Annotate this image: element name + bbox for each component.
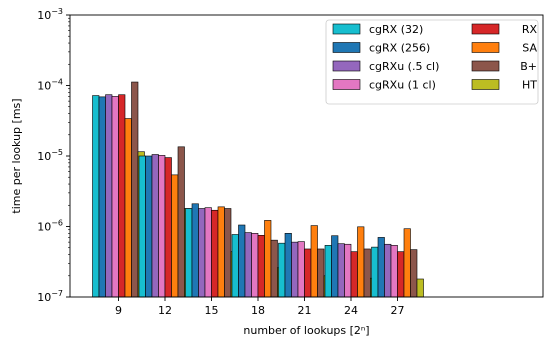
bars-group (92, 81, 424, 298)
bar-cgrx-32-15 (185, 208, 193, 298)
bar-cgrx-256-27 (377, 237, 385, 298)
bar-cgrxu-1-cl-9 (111, 96, 119, 298)
bar-cgrx-256-21 (284, 233, 292, 298)
legend-swatch-cgrxu-5-cl (332, 60, 361, 72)
x-tick-label: 27 (391, 304, 405, 317)
y-tick-label: 10−4 (37, 78, 63, 93)
bar-cgrxu-5-cl-27 (384, 243, 392, 298)
bar-cgrxu-5-cl-24 (337, 243, 345, 298)
legend-swatch-cgrx-256 (332, 42, 361, 53)
legend-label-cgrxu-5-cl: cgRXu (.5 cl) (369, 60, 439, 73)
bar-rx-12 (164, 157, 172, 298)
x-tick-label: 24 (344, 304, 358, 317)
x-tick-label: 21 (298, 304, 312, 317)
bar-rx-24 (350, 251, 358, 298)
legend-swatch-rx (471, 23, 500, 35)
bar-cgrxu-1-cl-12 (158, 155, 166, 298)
y-tick-label: 10−3 (37, 7, 63, 22)
bar-cgrx-32-18 (231, 234, 239, 298)
legend-label-cgrxu-1-cl: cgRXu (1 cl) (369, 79, 436, 92)
bar-cgrx-256-9 (98, 96, 106, 298)
x-tick-label: 15 (205, 304, 219, 317)
y-tick-label: 10−6 (37, 219, 63, 234)
legend-swatch-ht (471, 79, 500, 90)
x-axis-ticks: 9 12 15 18 21 24 27 (115, 297, 405, 317)
bar-b-9 (131, 81, 139, 298)
y-axis-label: time per lookup [ms] (10, 98, 23, 213)
bar-cgrxu-5-cl-21 (291, 241, 299, 298)
bar-cgrxu-5-cl-12 (151, 154, 159, 298)
bar-rx-27 (397, 251, 405, 298)
bar-cgrx-256-24 (331, 235, 339, 298)
bar-cgrx-32-21 (278, 242, 286, 298)
bar-b-15 (224, 208, 232, 298)
bar-sa-12 (171, 174, 179, 298)
bar-sa-24 (357, 226, 365, 298)
legend-label-rx: RX (522, 23, 538, 36)
x-axis-label: number of lookups [2ⁿ] (243, 324, 369, 337)
legend-label-sa: SA (522, 42, 537, 55)
bar-rx-21 (304, 248, 312, 298)
bar-cgrx-32-9 (92, 95, 100, 298)
plot-frame (69, 14, 544, 298)
bar-cgrxu-5-cl-9 (105, 94, 113, 298)
bar-sa-27 (403, 228, 411, 298)
x-tick-label: 12 (158, 304, 172, 317)
bar-rx-18 (257, 235, 265, 298)
x-tick-label: 9 (115, 304, 122, 317)
bar-b-27 (410, 249, 418, 298)
bar-sa-21 (310, 225, 318, 298)
legend-label-cgrx-256: cgRX (256) (369, 42, 430, 55)
bar-b-18 (270, 239, 278, 298)
bar-b-12 (177, 146, 185, 298)
y-tick-label: 10−7 (37, 289, 63, 304)
bar-sa-18 (264, 220, 272, 298)
bar-b-24 (363, 248, 371, 298)
bar-ht-27 (416, 278, 424, 298)
legend-swatch-cgrxu-1-cl (332, 79, 361, 90)
bar-b-21 (317, 248, 325, 298)
bar-cgrxu-1-cl-18 (251, 233, 259, 298)
bar-cgrx-32-27 (371, 246, 379, 298)
legend: cgRX (32) cgRX (256) cgRXu (.5 cl) cgRXu (1… (325, 19, 539, 105)
bar-sa-15 (217, 206, 225, 298)
bar-cgrx-256-15 (191, 203, 199, 298)
y-axis-ticks: 10−3 10−4 10−5 10−6 10−7 (37, 7, 70, 304)
bar-cgrx-32-24 (324, 245, 332, 298)
bar-cgrxu-1-cl-24 (344, 243, 352, 298)
bar-cgrxu-1-cl-15 (204, 207, 212, 298)
legend-swatch-cgrx-32 (332, 23, 361, 35)
bar-cgrxu-5-cl-15 (198, 208, 206, 298)
y-tick-label: 10−5 (37, 148, 63, 163)
legend-swatch-b (471, 60, 500, 72)
bar-cgrx-32-12 (138, 155, 146, 298)
bar-cgrxu-1-cl-27 (390, 245, 398, 298)
x-tick-label: 18 (251, 304, 265, 317)
bar-rx-9 (118, 94, 126, 298)
legend-swatch-sa (471, 42, 500, 53)
bar-cgrxu-1-cl-21 (297, 241, 305, 298)
bar-rx-15 (211, 209, 219, 298)
legend-label-b: B+ (520, 60, 537, 73)
bar-cgrx-256-18 (238, 224, 246, 298)
bar-cgrxu-5-cl-18 (244, 232, 252, 298)
legend-label-ht: HT (522, 79, 537, 92)
bar-sa-9 (124, 118, 132, 298)
bar-cgrx-256-12 (145, 155, 153, 298)
legend-label-cgrx-32: cgRX (32) (369, 23, 423, 36)
